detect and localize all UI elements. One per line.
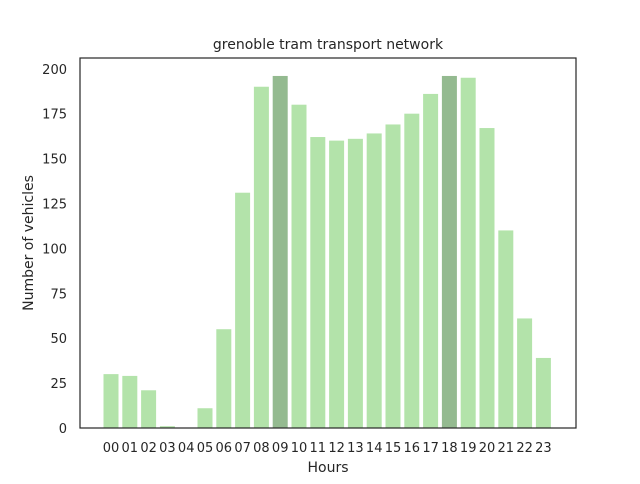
y-tick-label-0: 0 (59, 422, 67, 437)
bar-16 (404, 113, 420, 429)
bar-19 (460, 77, 476, 428)
axes-frame (79, 57, 577, 429)
x-tick-label-12: 12 (328, 441, 345, 456)
bar-05 (197, 408, 213, 428)
x-tick-label-04: 04 (178, 441, 195, 456)
y-tick-label-100: 100 (42, 242, 67, 257)
x-tick-label-21: 21 (498, 441, 515, 456)
x-tick-label-22: 22 (516, 441, 533, 456)
y-tick-label-150: 150 (42, 153, 67, 168)
x-tick-label-18: 18 (441, 441, 458, 456)
y-tick-label-75: 75 (50, 287, 67, 302)
bar-21 (498, 230, 514, 428)
x-tick-label-08: 08 (253, 441, 270, 456)
x-tick-label-19: 19 (460, 441, 477, 456)
bar-08 (253, 86, 269, 429)
bar-10 (291, 104, 307, 428)
bar-11 (310, 137, 326, 428)
x-ticks-group: 00 01 02 03 04 05 06 07 08 09 10 11 12 13 14 15 16 17 18 19… (103, 441, 552, 456)
x-axis-label: Hours (307, 460, 348, 476)
x-tick-label-05: 05 (197, 441, 214, 456)
x-tick-label-00: 00 (103, 441, 120, 456)
bars-group (103, 75, 551, 429)
x-tick-label-10: 10 (291, 441, 308, 456)
x-tick-label-20: 20 (479, 441, 496, 456)
x-tick-label-15: 15 (385, 441, 402, 456)
x-tick-label-14: 14 (366, 441, 383, 456)
bar-03 (159, 426, 175, 428)
y-tick-label-50: 50 (50, 332, 67, 347)
bar-15 (385, 124, 401, 429)
bar-01 (122, 375, 138, 428)
bar-12 (329, 140, 345, 428)
bar-02 (141, 390, 157, 428)
bar-06 (216, 329, 232, 428)
bar-23 (535, 357, 551, 428)
x-tick-label-23: 23 (535, 441, 552, 456)
x-tick-label-09: 09 (272, 441, 289, 456)
x-tick-label-13: 13 (347, 441, 364, 456)
x-tick-label-17: 17 (422, 441, 439, 456)
bar-13 (347, 138, 363, 428)
x-tick-label-06: 06 (216, 441, 233, 456)
bar-18 (441, 75, 457, 429)
x-tick-label-07: 07 (234, 441, 251, 456)
x-tick-label-16: 16 (404, 441, 421, 456)
chart-title: grenoble tram transport network (213, 37, 444, 53)
x-tick-label-03: 03 (159, 441, 176, 456)
x-tick-label-11: 11 (310, 441, 327, 456)
y-tick-label-25: 25 (50, 377, 67, 392)
y-tick-label-175: 175 (42, 108, 67, 123)
y-axis-label: Number of vehicles (21, 175, 37, 311)
bar-09 (272, 75, 288, 429)
bar-00 (103, 374, 119, 428)
x-tick-label-01: 01 (122, 441, 139, 456)
y-ticks-group: 0 25 50 75 100 125 150 175 200 (42, 63, 67, 437)
bar-17 (423, 93, 439, 429)
bar-07 (235, 192, 251, 428)
bar-22 (517, 318, 533, 428)
x-tick-label-02: 02 (140, 441, 157, 456)
bar-20 (479, 128, 495, 429)
bar-14 (366, 133, 382, 428)
y-tick-label-125: 125 (42, 197, 67, 212)
y-tick-label-200: 200 (42, 63, 67, 78)
